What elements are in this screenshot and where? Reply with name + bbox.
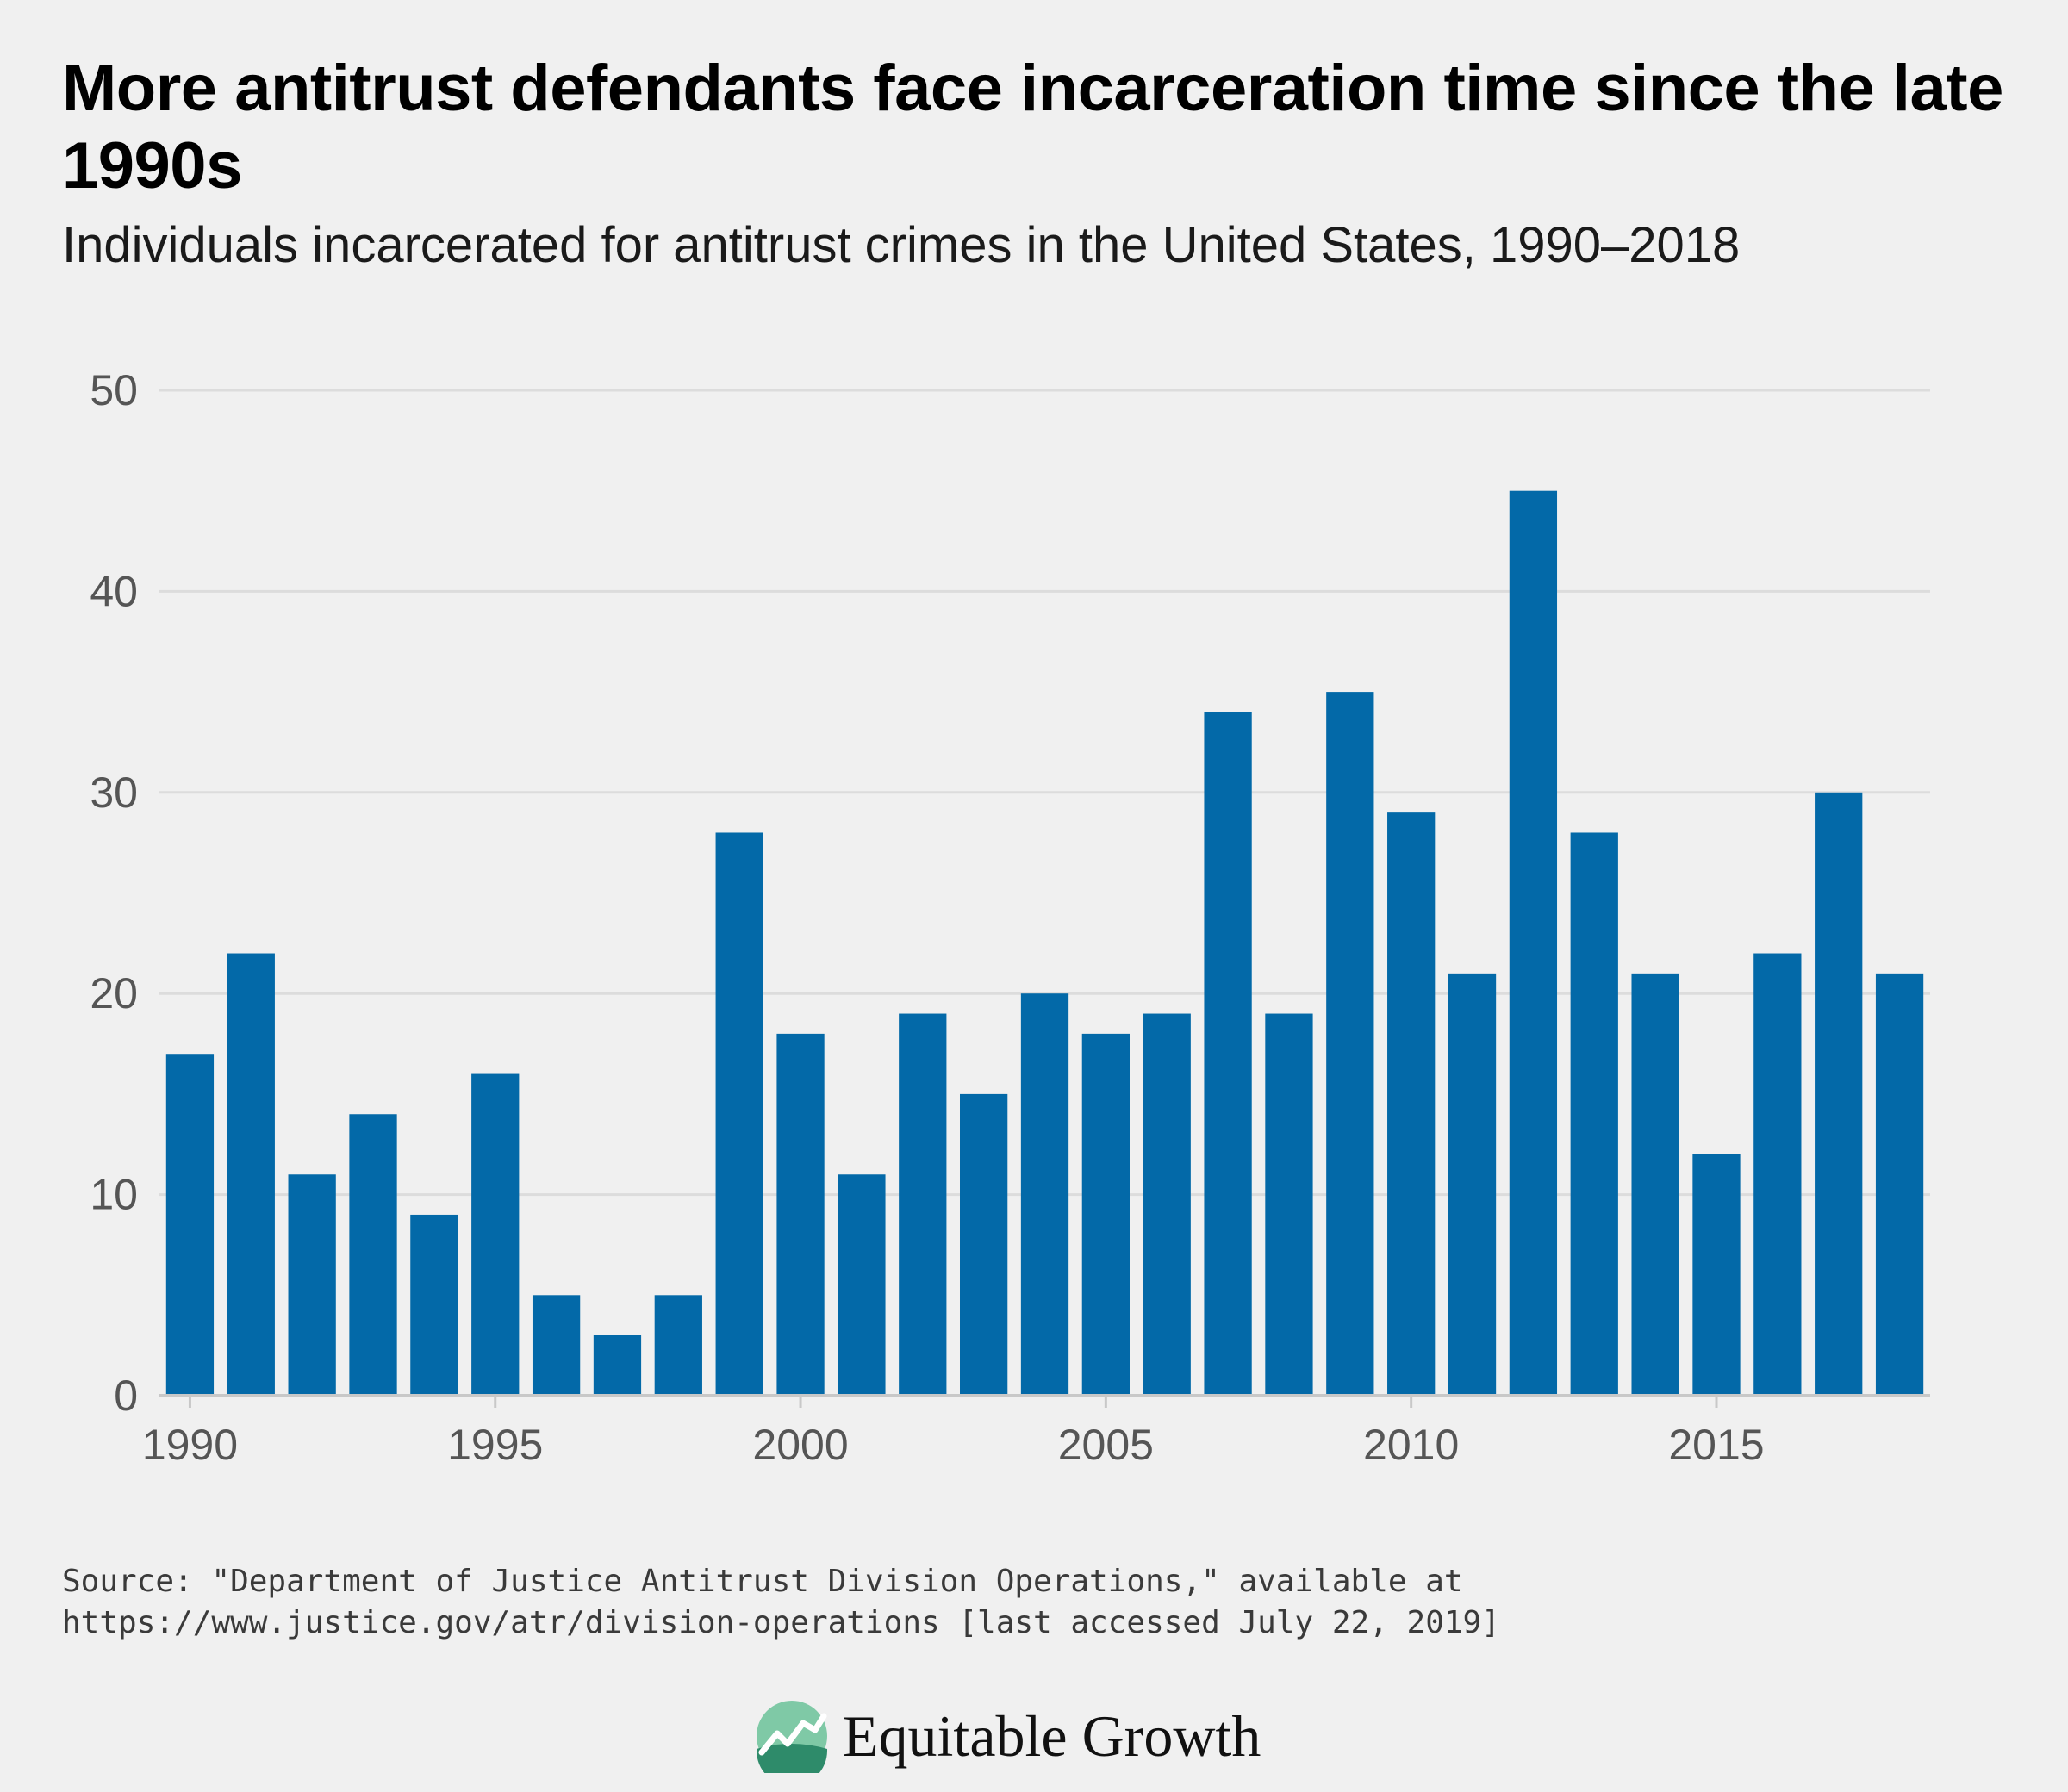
bar-1999 [715, 832, 763, 1396]
axes [159, 1394, 1930, 1408]
bar-2006 [1143, 1013, 1191, 1396]
bar-2018 [1875, 973, 1924, 1396]
bar-2001 [838, 1174, 886, 1396]
bar-1993 [349, 1114, 397, 1396]
source-line-1: Source: "Department of Justice Antitrust… [62, 1564, 1463, 1599]
source-note: Source: "Department of Justice Antitrust… [62, 1561, 2027, 1644]
bar-2007 [1204, 712, 1252, 1396]
bar-2004 [1020, 993, 1069, 1396]
logo-wordmark: Equitable Growth [843, 1702, 1261, 1769]
bar-2015 [1692, 1154, 1741, 1396]
x-tick-label: 1990 [142, 1421, 238, 1469]
bar-2009 [1326, 692, 1374, 1396]
bar-2016 [1753, 953, 1802, 1396]
bar-1995 [471, 1073, 520, 1396]
bar-1991 [227, 953, 275, 1396]
bar-2005 [1081, 1033, 1130, 1396]
bar-1996 [532, 1295, 581, 1396]
equitable-growth-logo: Equitable Growth [755, 1693, 1261, 1779]
bar-2010 [1387, 812, 1436, 1396]
bar-1998 [654, 1295, 702, 1396]
y-tick-label: 40 [90, 567, 138, 615]
chart-subtitle: Individuals incarcerated for antitrust c… [62, 217, 1741, 273]
bar-2013 [1570, 832, 1618, 1396]
y-tick-labels: 0 10 20 30 40 50 [90, 366, 138, 1420]
bar-chart: 0 10 20 30 40 50 1990 1995 2000 2005 2010 2015 [90, 366, 1930, 1469]
y-tick-label: 50 [90, 366, 138, 414]
bar-2012 [1509, 490, 1558, 1397]
x-tick-label: 2010 [1363, 1421, 1459, 1469]
y-tick-label: 30 [90, 768, 138, 817]
y-tick-label: 10 [90, 1171, 138, 1219]
bar-2003 [960, 1093, 1008, 1396]
bar-2002 [899, 1013, 947, 1396]
x-tick-label: 2000 [752, 1421, 848, 1469]
source-line-2: https://www.justice.gov/atr/division-ope… [62, 1605, 1500, 1640]
bars [165, 490, 1924, 1397]
chart-title: More antitrust defendants face incarcera… [62, 52, 2003, 202]
x-tick-label: 1995 [447, 1421, 543, 1469]
bar-2017 [1815, 792, 1863, 1396]
bar-1990 [165, 1054, 215, 1396]
y-tick-label: 0 [114, 1372, 138, 1420]
bar-2014 [1631, 973, 1679, 1396]
bar-1994 [410, 1214, 458, 1396]
rising-line-globe-icon [757, 1701, 827, 1773]
bar-1992 [288, 1174, 336, 1396]
bar-2008 [1265, 1013, 1313, 1396]
x-tick-label: 2015 [1668, 1421, 1764, 1469]
y-tick-label: 20 [90, 969, 138, 1017]
bar-2011 [1448, 973, 1497, 1396]
x-tick-labels: 1990 1995 2000 2005 2010 2015 [142, 1421, 1765, 1469]
bar-1997 [593, 1335, 642, 1396]
x-tick-label: 2005 [1058, 1421, 1154, 1469]
bar-2000 [776, 1033, 825, 1396]
